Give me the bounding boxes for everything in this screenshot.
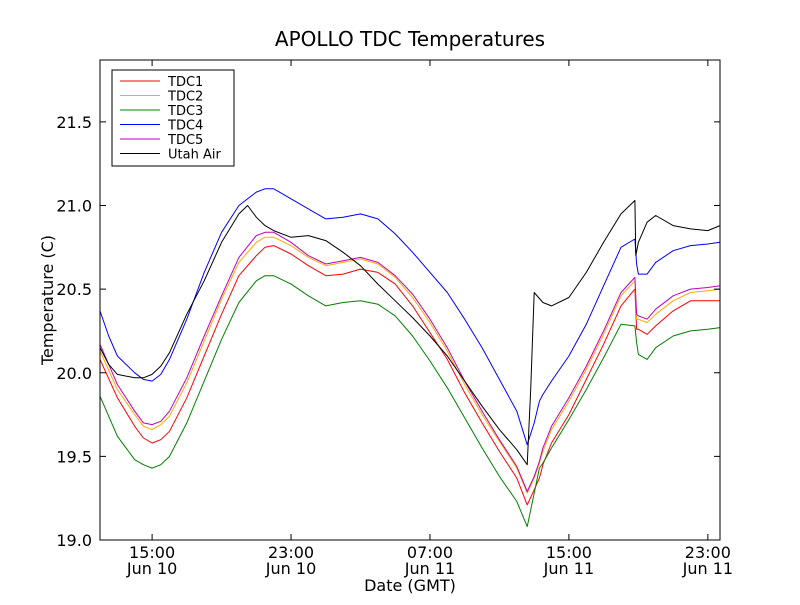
series-line-tdc5: [99, 231, 721, 492]
y-tick-label: 19.0: [56, 531, 92, 550]
y-tick-label: 21.0: [56, 197, 92, 216]
y-tick-label: 20.0: [56, 364, 92, 383]
series-line-utah-air: [99, 200, 721, 466]
legend-label: TDC5: [167, 133, 203, 148]
x-tick-label: 07:00: [407, 543, 453, 562]
x-axis-label: Date (GMT): [364, 576, 456, 595]
chart-title: APOLLO TDC Temperatures: [275, 27, 545, 51]
x-tick-date-label: Jun 11: [543, 559, 594, 578]
x-tick-label: 23:00: [685, 543, 731, 562]
legend-label: Utah Air: [168, 148, 221, 163]
legend-label: TDC1: [167, 75, 203, 90]
legend-label: TDC4: [167, 119, 203, 134]
y-axis-label: Temperature (C): [38, 235, 57, 366]
y-tick-label: 20.5: [56, 280, 92, 299]
legend-label: TDC2: [167, 90, 203, 105]
plot-frame: [99, 59, 721, 541]
y-tick-label: 21.5: [56, 113, 92, 132]
x-tick-date-label: Jun 11: [404, 559, 455, 578]
y-axis: 19.0 19.5 20.0 20.5 21.0 21.5: [56, 113, 720, 550]
series-line-tdc3: [99, 275, 721, 528]
x-tick-date-label: Jun 10: [265, 559, 316, 578]
x-tick-label: 15:00: [129, 543, 175, 562]
x-tick-label: 23:00: [268, 543, 314, 562]
y-tick-label: 19.5: [56, 447, 92, 466]
legend-label: TDC3: [167, 104, 203, 119]
series-layer: [99, 188, 721, 528]
legend-frame: [111, 69, 235, 167]
x-tick-date-label: Jun 10: [126, 559, 177, 578]
x-tick-date-label: Jun 11: [682, 559, 733, 578]
x-tick-label: 15:00: [546, 543, 592, 562]
